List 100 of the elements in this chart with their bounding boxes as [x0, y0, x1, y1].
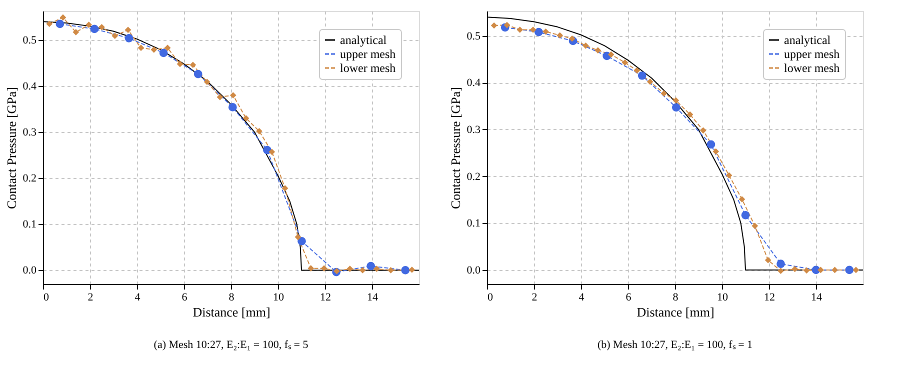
- point: [712, 148, 720, 155]
- point: [294, 234, 302, 240]
- y-tick-label: 0.0: [466, 264, 481, 276]
- point: [568, 35, 576, 42]
- point: [845, 266, 854, 274]
- x-tick-label: 14: [367, 292, 378, 304]
- x-tick-label: 4: [578, 292, 585, 304]
- point: [634, 67, 640, 74]
- point: [686, 111, 694, 118]
- point: [216, 94, 224, 100]
- point: [112, 32, 118, 40]
- point: [594, 47, 602, 54]
- x-tick-label: 6: [182, 292, 188, 304]
- point: [282, 185, 288, 192]
- text: (b) Mesh 10:27, E₂:E₁ = 100, fₛ = 1: [597, 339, 753, 351]
- x-tick-label: 14: [811, 292, 822, 304]
- x-tick-label: 2: [88, 292, 94, 304]
- point: [700, 127, 706, 134]
- point: [138, 44, 144, 51]
- x-axis-title: Distance [mm]: [636, 304, 714, 320]
- point: [263, 146, 272, 154]
- point: [190, 62, 196, 68]
- y-tick-label: 0.4: [22, 80, 37, 93]
- legend-label: upper mesh: [340, 47, 396, 61]
- y-tick-label: 0.1: [22, 218, 36, 231]
- point: [230, 92, 236, 98]
- x-tick-label: 2: [532, 292, 538, 304]
- y-tick-label: 0.5: [22, 34, 37, 47]
- point: [776, 260, 785, 268]
- y-tick-label: 0.0: [22, 264, 37, 277]
- point: [86, 22, 92, 28]
- x-tick-label: 12: [320, 292, 331, 304]
- point: [672, 97, 680, 104]
- point: [60, 14, 66, 21]
- point: [256, 128, 262, 134]
- point: [542, 28, 549, 35]
- y-tick-label: 0.3: [466, 124, 481, 136]
- legend-label: lower mesh: [784, 61, 840, 75]
- x-axis-title: Distance [mm]: [192, 304, 270, 320]
- point: [72, 29, 80, 36]
- point: [176, 60, 184, 68]
- point: [818, 266, 824, 274]
- point: [582, 42, 589, 49]
- point: [778, 268, 784, 274]
- point: [504, 22, 510, 28]
- point: [792, 266, 798, 272]
- x-tick-label: 6: [626, 292, 632, 304]
- y-tick-label: 0.2: [466, 170, 480, 183]
- point: [764, 256, 772, 264]
- y-tick-label: 0.2: [22, 172, 36, 185]
- x-tick-label: 10: [717, 292, 728, 304]
- point: [832, 266, 838, 274]
- y-tick-label: 0.3: [22, 126, 37, 139]
- y-axis-title: Contact Pressure [GPa]: [448, 86, 463, 210]
- y-tick-label: 0.5: [466, 30, 481, 42]
- point: [359, 267, 366, 274]
- point: [752, 222, 758, 230]
- point: [164, 44, 171, 51]
- point: [124, 34, 134, 42]
- point: [150, 46, 158, 53]
- point: [320, 265, 328, 272]
- point: [706, 140, 716, 149]
- point: [608, 51, 614, 58]
- point: [726, 172, 732, 179]
- legend-label: upper mesh: [784, 47, 840, 61]
- point: [741, 210, 750, 220]
- point: [308, 265, 314, 272]
- y-axis-title: Contact Pressure [GPa]: [4, 86, 19, 210]
- point: [388, 267, 394, 274]
- point: [622, 59, 628, 66]
- x-tick-label: 8: [228, 292, 235, 304]
- point: [366, 262, 376, 270]
- point: [374, 266, 380, 272]
- point: [852, 266, 860, 274]
- point: [638, 71, 646, 80]
- text: (a) Mesh 10:27, E₂:E₁ = 100, fₛ = 5: [154, 339, 309, 351]
- point: [124, 26, 132, 34]
- point: [194, 70, 202, 78]
- point: [408, 266, 416, 273]
- point: [346, 266, 354, 272]
- point: [268, 148, 276, 156]
- point: [46, 20, 53, 28]
- point: [660, 90, 668, 97]
- point: [159, 48, 168, 58]
- point: [646, 78, 654, 85]
- legend-label: lower mesh: [340, 61, 396, 75]
- point: [98, 24, 105, 30]
- point: [803, 267, 810, 274]
- point: [56, 20, 64, 28]
- point: [90, 24, 99, 34]
- point: [298, 237, 306, 246]
- legend-label: analytical: [340, 33, 388, 47]
- point: [204, 78, 210, 86]
- y-tick-label: 0.1: [466, 218, 480, 230]
- point: [490, 22, 498, 29]
- point: [556, 32, 564, 39]
- point: [242, 115, 250, 122]
- x-tick-label: 4: [134, 292, 141, 304]
- point: [516, 26, 524, 33]
- legend-label: analytical: [784, 33, 832, 47]
